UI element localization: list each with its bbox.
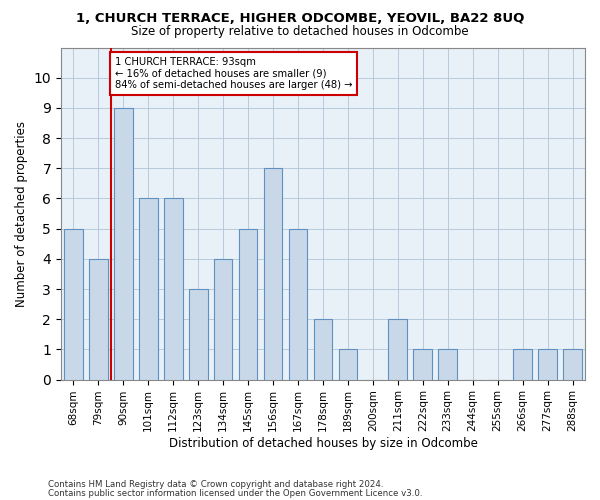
Bar: [114, 108, 133, 380]
Bar: [388, 319, 407, 380]
Bar: [538, 350, 557, 380]
Text: Contains public sector information licensed under the Open Government Licence v3: Contains public sector information licen…: [48, 488, 422, 498]
Bar: [214, 259, 232, 380]
Text: 1, CHURCH TERRACE, HIGHER ODCOMBE, YEOVIL, BA22 8UQ: 1, CHURCH TERRACE, HIGHER ODCOMBE, YEOVI…: [76, 12, 524, 26]
Bar: [263, 168, 283, 380]
Text: Contains HM Land Registry data © Crown copyright and database right 2024.: Contains HM Land Registry data © Crown c…: [48, 480, 383, 489]
Bar: [189, 289, 208, 380]
Bar: [164, 198, 182, 380]
Bar: [563, 350, 582, 380]
Text: 1 CHURCH TERRACE: 93sqm
← 16% of detached houses are smaller (9)
84% of semi-det: 1 CHURCH TERRACE: 93sqm ← 16% of detache…: [115, 56, 352, 90]
Text: Size of property relative to detached houses in Odcombe: Size of property relative to detached ho…: [131, 25, 469, 38]
Bar: [439, 350, 457, 380]
Bar: [314, 319, 332, 380]
X-axis label: Distribution of detached houses by size in Odcombe: Distribution of detached houses by size …: [169, 437, 478, 450]
Bar: [338, 350, 357, 380]
Bar: [239, 228, 257, 380]
Bar: [513, 350, 532, 380]
Bar: [89, 259, 107, 380]
Bar: [139, 198, 158, 380]
Bar: [64, 228, 83, 380]
Bar: [289, 228, 307, 380]
Bar: [413, 350, 432, 380]
Y-axis label: Number of detached properties: Number of detached properties: [15, 120, 28, 306]
